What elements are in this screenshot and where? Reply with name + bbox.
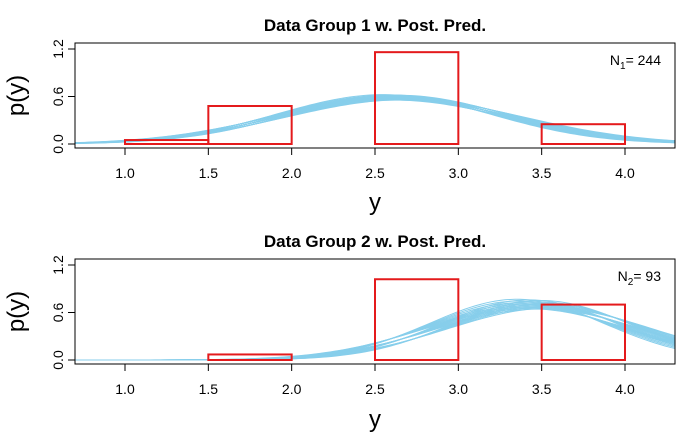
y-axis-label: p(y) [3, 75, 30, 116]
x-axis-label: y [369, 406, 381, 432]
histogram-bar [374, 51, 460, 146]
x-tick-label: 1.5 [199, 381, 219, 397]
annotation-subscript: 2 [628, 277, 634, 288]
panel-2: Data Group 2 w. Post. Pred. 1.0 1.5 2.0 2.5 3… [3, 232, 676, 432]
x-tick-label: 2.5 [365, 381, 385, 397]
y-tick-label: 0.0 [50, 134, 66, 154]
x-tick-label: 1.5 [199, 165, 219, 181]
annotation-symbol: N [618, 268, 628, 284]
histogram-bar [207, 353, 293, 362]
chart-title: Data Group 1 w. Post. Pred. [264, 16, 486, 35]
annotation-subscript: 1 [620, 61, 626, 72]
annotation-value: = 93 [633, 268, 661, 284]
chart-title: Data Group 2 w. Post. Pred. [264, 232, 486, 251]
x-tick-label: 4.0 [615, 165, 635, 181]
histogram-bar [374, 278, 460, 361]
histogram-bar [207, 105, 293, 145]
x-tick-label: 3.0 [449, 381, 469, 397]
x-tick-label: 1.0 [115, 381, 135, 397]
histogram [207, 278, 627, 362]
x-tick-label: 3.0 [449, 165, 469, 181]
x-tick-label: 2.0 [282, 381, 302, 397]
x-tick-label: 2.5 [365, 165, 385, 181]
sample-size-annotation: N2= 93 [618, 268, 662, 288]
histogram [124, 51, 627, 146]
y-axis-label: p(y) [3, 291, 30, 332]
histogram-bar [540, 123, 627, 146]
x-tick-label: 2.0 [282, 165, 302, 181]
y-tick-label: 0.6 [50, 87, 66, 107]
sample-size-annotation: N1= 244 [610, 52, 661, 72]
y-tick-label: 0.6 [50, 303, 66, 323]
x-tick-label: 1.0 [115, 165, 135, 181]
panel-1: Data Group 1 w. Post. Pred. 1.0 1.5 2.0 2.5 3… [3, 16, 676, 216]
x-tick-label: 4.0 [615, 381, 635, 397]
x-axis-label: y [369, 189, 381, 216]
y-tick-label: 1.2 [50, 39, 66, 59]
x-tick-label: 3.5 [532, 165, 552, 181]
annotation-symbol: N [610, 52, 620, 68]
annotation-value: = 244 [626, 52, 662, 68]
y-tick-label: 0.0 [50, 350, 66, 370]
y-tick-label: 1.2 [50, 255, 66, 275]
histogram-bar [124, 139, 210, 146]
histogram-bar [540, 303, 627, 362]
x-tick-label: 3.5 [532, 381, 552, 397]
